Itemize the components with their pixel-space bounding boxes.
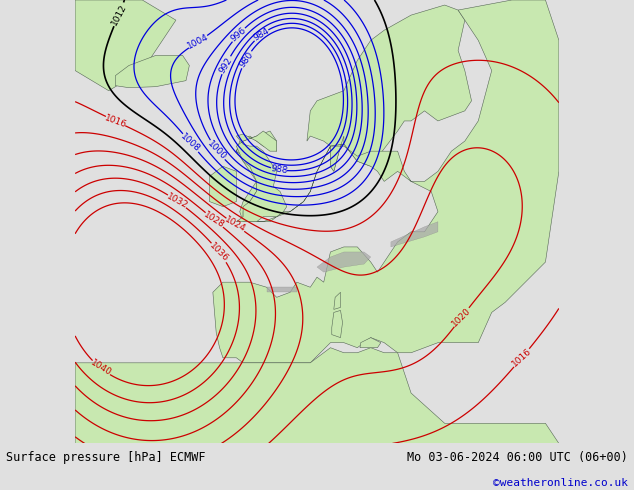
Text: 1000: 1000 bbox=[206, 139, 228, 162]
Polygon shape bbox=[317, 252, 371, 272]
Text: 1020: 1020 bbox=[450, 306, 473, 328]
Polygon shape bbox=[391, 221, 438, 247]
Polygon shape bbox=[332, 311, 342, 338]
Polygon shape bbox=[330, 136, 344, 171]
Polygon shape bbox=[267, 287, 297, 292]
Text: 1004: 1004 bbox=[186, 32, 210, 51]
Polygon shape bbox=[236, 131, 287, 221]
Text: 1036: 1036 bbox=[208, 241, 230, 264]
Text: ©weatheronline.co.uk: ©weatheronline.co.uk bbox=[493, 478, 628, 488]
Text: 1040: 1040 bbox=[89, 359, 113, 378]
Polygon shape bbox=[213, 0, 559, 363]
Text: 1024: 1024 bbox=[223, 216, 247, 234]
Polygon shape bbox=[307, 5, 472, 166]
Polygon shape bbox=[115, 55, 190, 88]
Text: 980: 980 bbox=[238, 50, 255, 69]
Polygon shape bbox=[333, 292, 340, 309]
Text: 996: 996 bbox=[229, 25, 248, 44]
Polygon shape bbox=[75, 0, 176, 91]
Text: 1016: 1016 bbox=[510, 347, 533, 369]
Text: 1016: 1016 bbox=[103, 113, 128, 129]
Text: 1012: 1012 bbox=[110, 2, 128, 26]
Text: 988: 988 bbox=[270, 164, 288, 175]
Text: 1008: 1008 bbox=[179, 132, 202, 154]
Text: Mo 03-06-2024 06:00 UTC (06+00): Mo 03-06-2024 06:00 UTC (06+00) bbox=[407, 451, 628, 464]
Text: 1028: 1028 bbox=[202, 210, 226, 230]
Text: Surface pressure [hPa] ECMWF: Surface pressure [hPa] ECMWF bbox=[6, 451, 206, 464]
Polygon shape bbox=[75, 348, 559, 443]
Polygon shape bbox=[209, 166, 236, 207]
Text: 992: 992 bbox=[217, 55, 235, 74]
Text: 984: 984 bbox=[252, 26, 271, 43]
Text: 1032: 1032 bbox=[165, 192, 190, 211]
Polygon shape bbox=[360, 338, 381, 348]
